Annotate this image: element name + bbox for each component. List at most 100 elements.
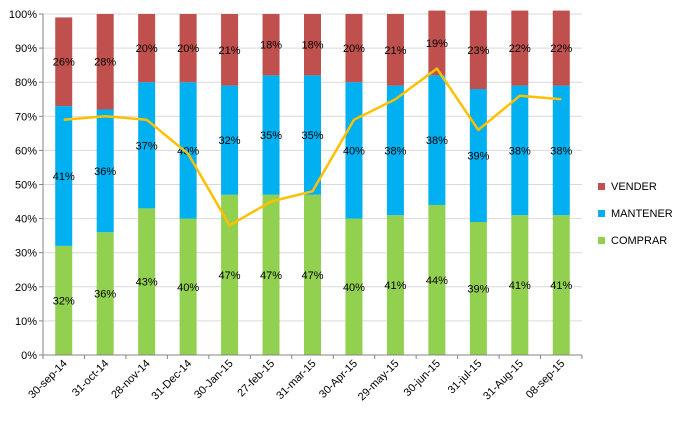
bar-mantener xyxy=(138,82,156,209)
y-axis-ticks: 0% 10% 20% 30% 40% 50% 60% 70% 80% 90% 100% xyxy=(9,9,43,362)
x-tick-label: 30-sep-14 xyxy=(26,358,70,402)
data-label: 39% xyxy=(467,284,489,296)
bar-comprar xyxy=(55,245,73,355)
bar-comprar xyxy=(179,218,197,355)
data-label: 20% xyxy=(136,43,158,55)
bar-vender xyxy=(221,14,239,86)
bar-comprar xyxy=(552,215,570,355)
y-tick-label: 50% xyxy=(15,180,37,192)
legend-swatch-vender xyxy=(598,183,605,190)
y-tick-label: 70% xyxy=(15,111,37,123)
data-label: 22% xyxy=(509,43,531,55)
data-label: 21% xyxy=(219,45,241,57)
legend-label: COMPRAR xyxy=(611,235,667,247)
bar-mantener xyxy=(55,106,73,246)
x-tick-label: 30-Apr-15 xyxy=(317,358,360,401)
bar-comprar xyxy=(511,215,529,355)
data-label: 43% xyxy=(136,277,158,289)
x-tick-label: 31-Aug-15 xyxy=(481,358,526,403)
y-tick-label: 100% xyxy=(9,9,37,21)
data-label: 47% xyxy=(301,270,323,282)
y-tick-label: 20% xyxy=(15,282,37,294)
bar-vender xyxy=(96,14,114,110)
data-label: 26% xyxy=(53,57,75,69)
data-label: 32% xyxy=(219,135,241,147)
bar-mantener xyxy=(221,85,239,195)
data-label: 20% xyxy=(177,43,199,55)
data-label: 36% xyxy=(94,289,116,301)
data-label: 38% xyxy=(550,145,572,157)
bar-mantener xyxy=(428,75,446,205)
data-label: 40% xyxy=(177,282,199,294)
bar-comprar xyxy=(469,222,487,355)
x-tick-label: 31-oct-14 xyxy=(70,358,111,399)
data-label: 28% xyxy=(94,57,116,69)
data-label: 18% xyxy=(301,40,323,52)
bar-vender xyxy=(386,14,404,86)
data-label: 47% xyxy=(219,270,241,282)
data-label: 39% xyxy=(467,151,489,163)
x-tick-label: 30-Jan-15 xyxy=(192,358,236,402)
data-label: 40% xyxy=(343,145,365,157)
legend-swatch-mantener xyxy=(598,210,605,217)
line-series-path xyxy=(63,67,562,227)
line-series xyxy=(63,67,562,227)
bar-mantener xyxy=(511,85,529,216)
bar-comprar xyxy=(262,194,280,355)
legend-swatch-comprar xyxy=(598,237,605,244)
data-label: 20% xyxy=(343,43,365,55)
bar-comprar xyxy=(428,204,446,355)
y-tick-label: 80% xyxy=(15,77,37,89)
y-tick-label: 60% xyxy=(15,145,37,157)
axes xyxy=(42,14,582,356)
data-label: 23% xyxy=(467,45,489,57)
y-tick-label: 90% xyxy=(15,43,37,55)
x-axis-ticks: 30-sep-14 31-oct-1428-nov-1431-Dec-1430-J… xyxy=(26,355,583,404)
bar-vender xyxy=(552,10,570,86)
data-label: 36% xyxy=(94,166,116,178)
data-label: 21% xyxy=(384,45,406,57)
legend-label: VENDER xyxy=(611,181,657,193)
bars xyxy=(55,10,570,355)
data-label: 38% xyxy=(384,145,406,157)
x-tick-label: 27-feb-15 xyxy=(235,358,277,400)
bar-mantener xyxy=(262,75,280,195)
data-label: 38% xyxy=(509,145,531,157)
legend: VENDER MANTENER COMPRAR xyxy=(598,181,673,247)
bar-vender xyxy=(304,14,321,76)
x-tick-label: 31-mar-15 xyxy=(274,358,318,402)
data-label: 19% xyxy=(426,38,448,50)
data-label: 35% xyxy=(301,130,323,142)
bar-mantener xyxy=(179,82,197,219)
y-tick-label: 10% xyxy=(15,316,37,328)
y-tick-label: 0% xyxy=(21,350,37,362)
data-label: 40% xyxy=(343,282,365,294)
y-tick-label: 40% xyxy=(15,214,37,226)
x-tick-label: 08-sep-15 xyxy=(524,358,568,402)
bar-vender xyxy=(428,10,446,76)
x-tick-label: 30-jun-15 xyxy=(402,358,443,399)
legend-label: MANTENER xyxy=(611,208,673,220)
data-labels: 32% 41% 26% 36% 36% 28% 43% 37% 20% 40% 40% 20% 47% 3… xyxy=(53,38,573,307)
bar-vender xyxy=(511,10,529,86)
bar-comprar xyxy=(138,208,156,355)
bar-comprar xyxy=(96,232,114,355)
data-label: 18% xyxy=(260,40,282,52)
bar-mantener xyxy=(552,85,570,216)
data-label: 41% xyxy=(53,171,75,183)
x-tick-label: 29-may-15 xyxy=(356,358,402,404)
data-label: 41% xyxy=(384,280,406,292)
data-label: 41% xyxy=(509,280,531,292)
bar-vender xyxy=(262,14,280,76)
data-label: 37% xyxy=(136,140,158,152)
x-tick-label: 28-nov-14 xyxy=(109,358,153,402)
bar-mantener xyxy=(386,85,404,216)
data-label: 32% xyxy=(53,295,75,307)
data-label: 22% xyxy=(550,43,572,55)
x-tick-label: 31-jul-15 xyxy=(446,358,485,397)
data-label: 41% xyxy=(550,280,572,292)
bar-vender xyxy=(345,14,363,83)
bar-mantener xyxy=(304,75,321,195)
